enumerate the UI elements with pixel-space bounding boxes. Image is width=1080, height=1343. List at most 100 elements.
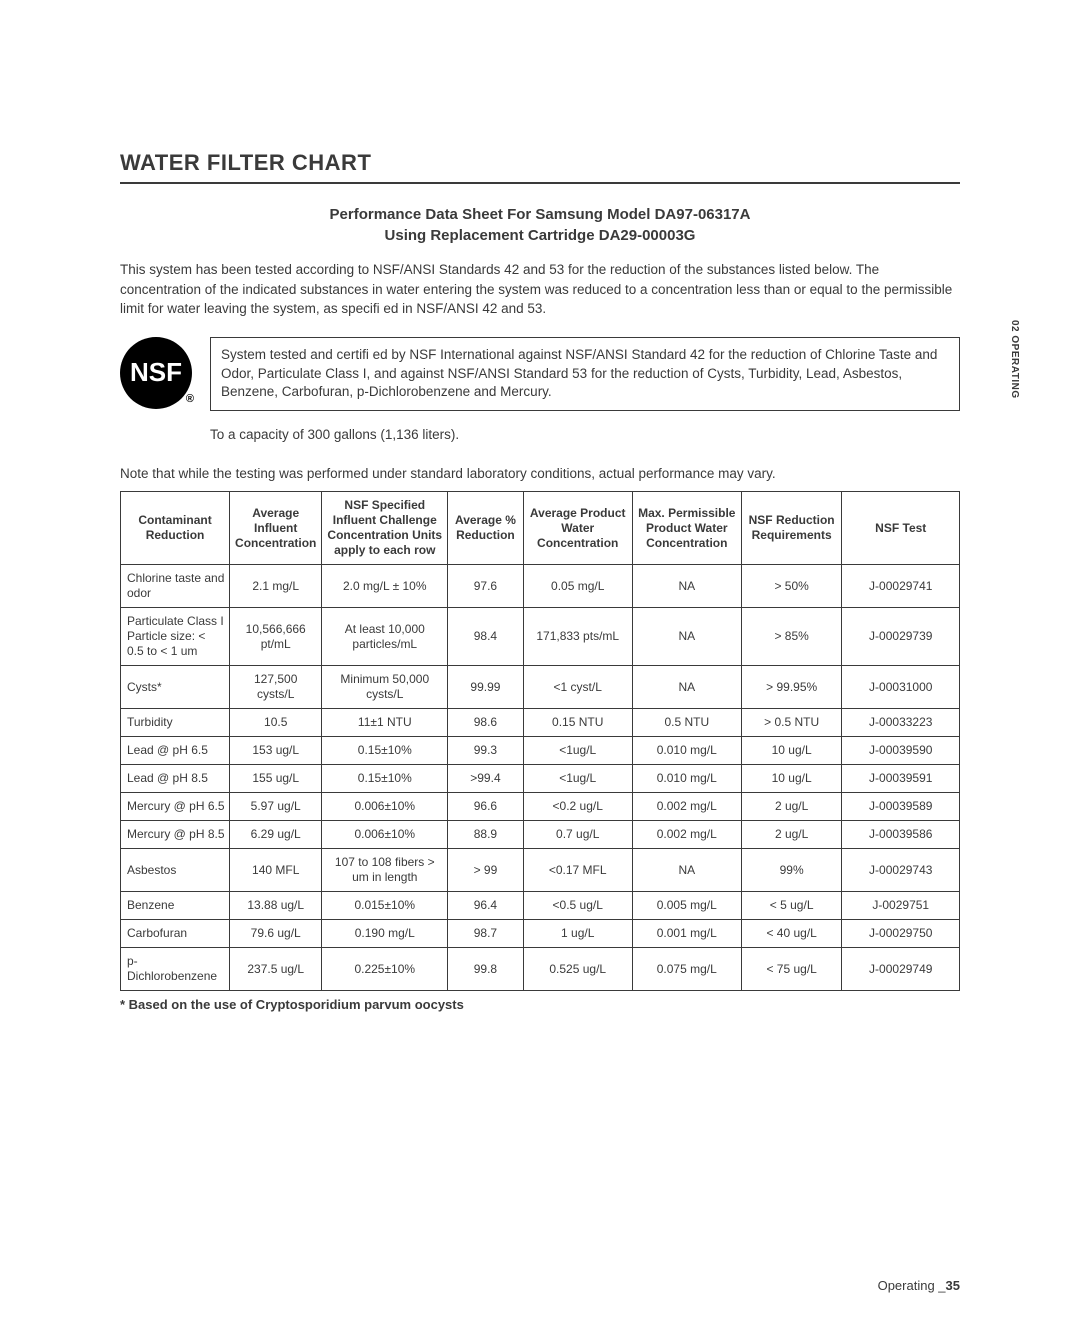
- table-cell: 0.075 mg/L: [632, 948, 741, 991]
- table-cell: NA: [632, 565, 741, 608]
- nsf-logo-icon: NSF: [120, 337, 192, 409]
- subtitle-line-2: Using Replacement Cartridge DA29-00003G: [385, 227, 696, 244]
- table-cell: NA: [632, 849, 741, 892]
- table-row: Cysts*127,500 cysts/LMinimum 50,000 cyst…: [121, 666, 960, 709]
- nsf-certification-box: System tested and certifi ed by NSF Inte…: [210, 337, 960, 412]
- table-cell: 0.015±10%: [322, 892, 448, 920]
- contaminant-cell: Mercury @ pH 8.5: [121, 821, 230, 849]
- contaminant-cell: Mercury @ pH 6.5: [121, 793, 230, 821]
- table-cell: 0.225±10%: [322, 948, 448, 991]
- table-cell: 2 ug/L: [741, 821, 842, 849]
- table-cell: 2.1 mg/L: [230, 565, 322, 608]
- table-cell: 127,500 cysts/L: [230, 666, 322, 709]
- table-cell: NA: [632, 608, 741, 666]
- table-cell: <1 cyst/L: [523, 666, 632, 709]
- table-row: Lead @ pH 8.5155 ug/L0.15±10%>99.4<1ug/L…: [121, 765, 960, 793]
- table-cell: 0.006±10%: [322, 821, 448, 849]
- table-row: Chlorine taste and odor2.1 mg/L2.0 mg/L …: [121, 565, 960, 608]
- table-cell: J-00039586: [842, 821, 960, 849]
- table-cell: < 5 ug/L: [741, 892, 842, 920]
- table-cell: <0.17 MFL: [523, 849, 632, 892]
- contaminant-cell: Lead @ pH 8.5: [121, 765, 230, 793]
- table-cell: 0.005 mg/L: [632, 892, 741, 920]
- table-cell: 10.5: [230, 709, 322, 737]
- table-cell: 10 ug/L: [741, 737, 842, 765]
- contaminant-cell: Cysts*: [121, 666, 230, 709]
- table-cell: > 0.5 NTU: [741, 709, 842, 737]
- filter-chart-table: Contaminant ReductionAverage Influent Co…: [120, 491, 960, 991]
- table-cell: J-00039590: [842, 737, 960, 765]
- table-cell: > 99: [448, 849, 524, 892]
- table-cell: 96.6: [448, 793, 524, 821]
- capacity-line: To a capacity of 300 gallons (1,136 lite…: [210, 427, 960, 442]
- table-cell: 98.7: [448, 920, 524, 948]
- table-cell: <1ug/L: [523, 765, 632, 793]
- table-row: Particulate Class I Particle size: < 0.5…: [121, 608, 960, 666]
- table-cell: 0.525 ug/L: [523, 948, 632, 991]
- table-cell: > 85%: [741, 608, 842, 666]
- contaminant-cell: Asbestos: [121, 849, 230, 892]
- table-cell: At least 10,000 particles/mL: [322, 608, 448, 666]
- note-line: Note that while the testing was performe…: [120, 466, 960, 481]
- table-header-row: Contaminant ReductionAverage Influent Co…: [121, 492, 960, 565]
- table-cell: 13.88 ug/L: [230, 892, 322, 920]
- contaminant-cell: Benzene: [121, 892, 230, 920]
- table-row: Mercury @ pH 8.56.29 ug/L0.006±10%88.90.…: [121, 821, 960, 849]
- table-row: Lead @ pH 6.5153 ug/L0.15±10%99.3<1ug/L0…: [121, 737, 960, 765]
- table-header-cell: Average Influent Concentration: [230, 492, 322, 565]
- table-cell: 99.3: [448, 737, 524, 765]
- table-cell: 0.002 mg/L: [632, 821, 741, 849]
- table-cell: 0.001 mg/L: [632, 920, 741, 948]
- footer-page-number: 35: [946, 1278, 960, 1293]
- nsf-row: NSF System tested and certifi ed by NSF …: [120, 337, 960, 412]
- table-row: Carbofuran79.6 ug/L0.190 mg/L98.71 ug/L0…: [121, 920, 960, 948]
- table-cell: J-00029739: [842, 608, 960, 666]
- table-cell: 96.4: [448, 892, 524, 920]
- table-cell: Minimum 50,000 cysts/L: [322, 666, 448, 709]
- table-row: Benzene13.88 ug/L0.015±10%96.4<0.5 ug/L0…: [121, 892, 960, 920]
- contaminant-cell: Particulate Class I Particle size: < 0.5…: [121, 608, 230, 666]
- table-cell: 5.97 ug/L: [230, 793, 322, 821]
- subtitle-line-1: Performance Data Sheet For Samsung Model…: [330, 206, 751, 223]
- table-cell: 98.4: [448, 608, 524, 666]
- table-cell: 0.05 mg/L: [523, 565, 632, 608]
- table-row: Turbidity10.511±1 NTU98.60.15 NTU0.5 NTU…: [121, 709, 960, 737]
- page-title: WATER FILTER CHART: [120, 150, 960, 184]
- table-cell: NA: [632, 666, 741, 709]
- table-cell: 2 ug/L: [741, 793, 842, 821]
- table-cell: <1ug/L: [523, 737, 632, 765]
- table-cell: >99.4: [448, 765, 524, 793]
- table-cell: 0.15±10%: [322, 737, 448, 765]
- table-cell: 99.99: [448, 666, 524, 709]
- table-cell: 153 ug/L: [230, 737, 322, 765]
- table-header-cell: Max. Permissible Product Water Concentra…: [632, 492, 741, 565]
- table-cell: J-00039589: [842, 793, 960, 821]
- table-cell: > 99.95%: [741, 666, 842, 709]
- contaminant-cell: Chlorine taste and odor: [121, 565, 230, 608]
- table-cell: 10,566,666 pt/mL: [230, 608, 322, 666]
- table-cell: 0.5 NTU: [632, 709, 741, 737]
- table-cell: 2.0 mg/L ± 10%: [322, 565, 448, 608]
- table-cell: 0.15 NTU: [523, 709, 632, 737]
- footnote: * Based on the use of Cryptosporidium pa…: [120, 997, 960, 1012]
- table-cell: <0.5 ug/L: [523, 892, 632, 920]
- table-header-cell: Average Product Water Concentration: [523, 492, 632, 565]
- contaminant-cell: p-Dichlorobenzene: [121, 948, 230, 991]
- subtitle: Performance Data Sheet For Samsung Model…: [220, 204, 860, 246]
- intro-paragraph: This system has been tested according to…: [120, 260, 960, 319]
- table-body: Chlorine taste and odor2.1 mg/L2.0 mg/L …: [121, 565, 960, 991]
- footer-label: Operating _: [878, 1278, 946, 1293]
- table-cell: 6.29 ug/L: [230, 821, 322, 849]
- table-cell: 155 ug/L: [230, 765, 322, 793]
- contaminant-cell: Turbidity: [121, 709, 230, 737]
- contaminant-cell: Carbofuran: [121, 920, 230, 948]
- table-cell: 0.010 mg/L: [632, 737, 741, 765]
- table-cell: J-00033223: [842, 709, 960, 737]
- table-cell: J-00029741: [842, 565, 960, 608]
- table-header-cell: NSF Specified Influent Challenge Concent…: [322, 492, 448, 565]
- contaminant-cell: Lead @ pH 6.5: [121, 737, 230, 765]
- page-footer: Operating _35: [878, 1278, 960, 1293]
- table-cell: 171,833 pts/mL: [523, 608, 632, 666]
- table-cell: J-00029749: [842, 948, 960, 991]
- table-cell: J-00029750: [842, 920, 960, 948]
